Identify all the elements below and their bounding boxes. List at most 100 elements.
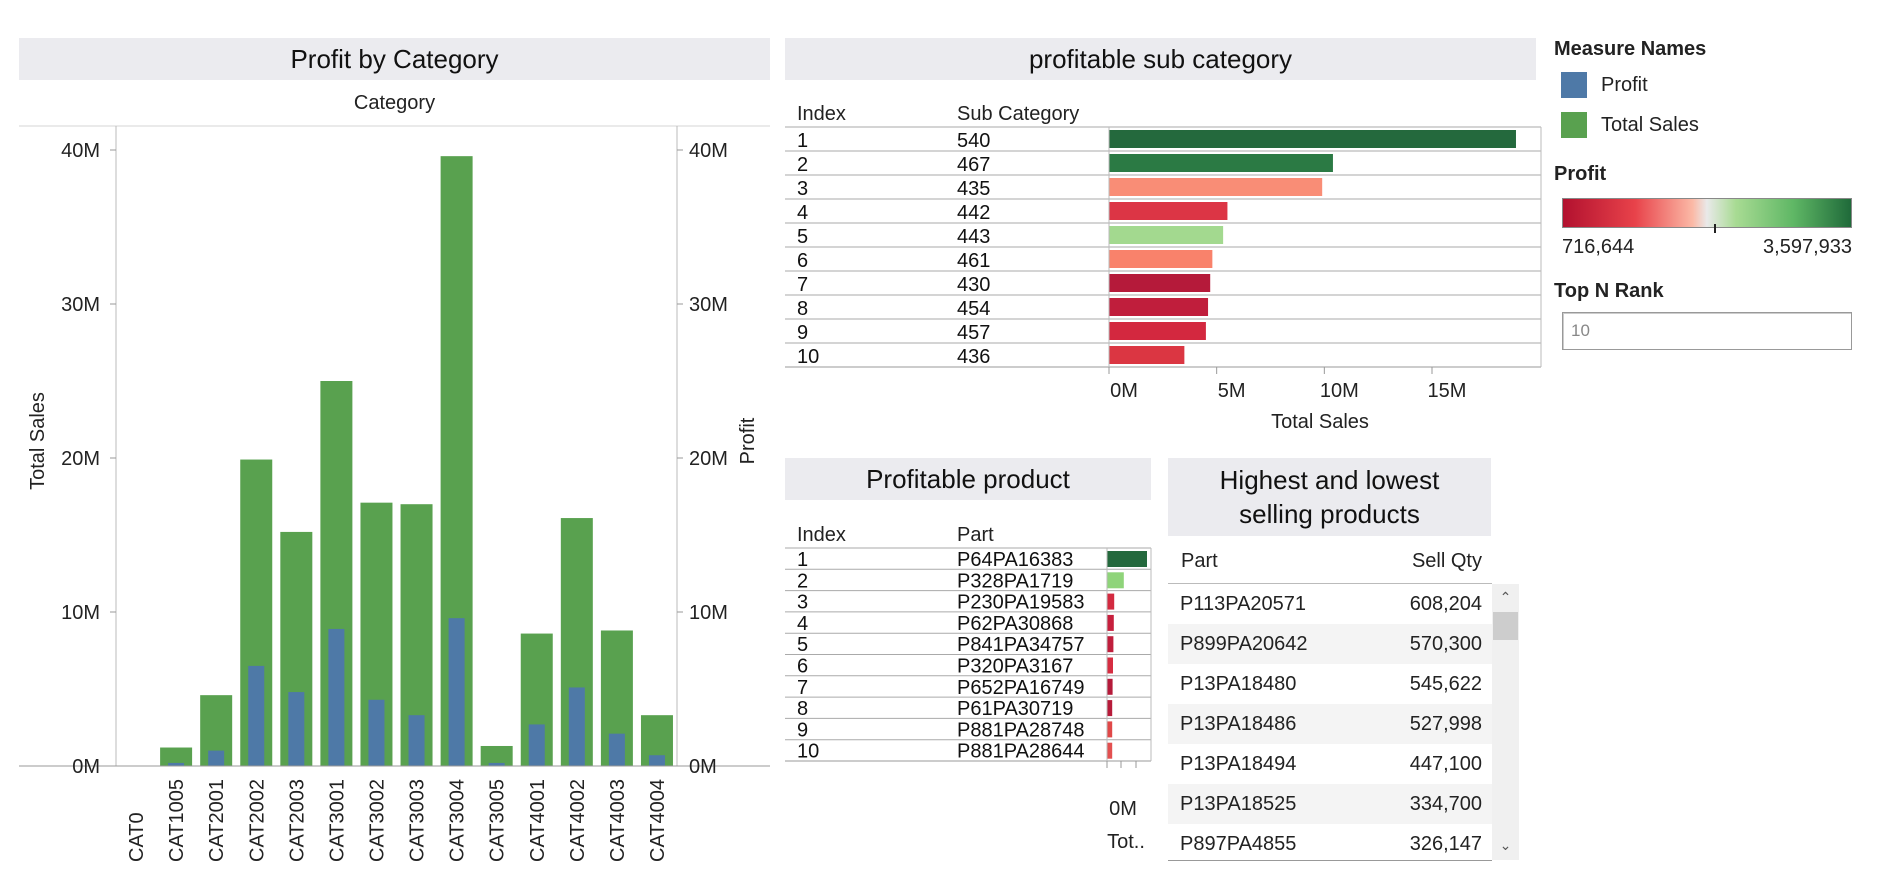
highest-lowest-selling-title: Highest and lowest selling products [1168,458,1491,536]
sub-category-bar [1109,322,1206,340]
sell-header-divider [1168,583,1492,584]
profit-max-label: 3,597,933 [1763,236,1852,258]
right-axis-title: Profit [737,417,759,464]
sell-qty-cell: 527,998 [1409,712,1482,735]
profit-bar [568,687,585,766]
profitable-product-chart: Index Part 1 P64PA16383 2 P328PA1719 3 P230PA19… [785,524,1152,853]
row-index: 6 [797,250,808,272]
profitable-sub-category-chart: Index Sub Category 1 540 2 467 3 435 4 442 5 443 6 46… [785,103,1542,433]
total-sales-swatch [1561,112,1587,138]
row-index: 9 [797,719,808,741]
left-tick-label: 20M [61,448,100,470]
legend-item-profit[interactable]: Profit [1561,72,1648,98]
sell-table-bottom-border [1168,860,1492,861]
sell-qty-cell: 570,300 [1409,632,1482,655]
profit-min-label: 716,644 [1562,236,1635,258]
category-tick-label: CAT1005 [166,779,188,862]
table-row: P13PA18480 545,622 [1168,664,1492,704]
profit-bar [488,762,505,766]
sell-qty-cell: 447,100 [1409,752,1482,775]
row-part: P841PA34757 [957,634,1085,656]
sell-qty-cell: 608,204 [1409,592,1482,615]
profit-bar [208,750,225,766]
measure-names-legend-title: Measure Names [1554,38,1707,60]
table-row: P899PA20642 570,300 [1168,624,1492,664]
right-tick-label: 10M [689,602,728,624]
category-tick-label: CAT4004 [647,779,669,862]
product-bar [1107,551,1147,567]
profit-bar [288,692,305,766]
sub-category-bar [1109,346,1185,364]
category-tick-label: CAT3004 [447,779,469,862]
row-part: P881PA28748 [957,719,1085,741]
sub-category-bar [1109,298,1209,316]
row-index: 8 [797,298,808,320]
profit-legend-title: Profit [1554,163,1607,185]
topn-rank-title: Top N Rank [1554,280,1664,302]
part-cell: P13PA18480 [1180,672,1297,695]
part-cell: P13PA18486 [1180,712,1297,735]
row-index: 7 [797,274,808,296]
sell-table-scrollbar[interactable]: ⌃ ⌄ [1492,584,1519,860]
profit-by-category-chart: CAT0 CAT1005 CAT2001 CAT2002 CAT2003 CAT3001 C… [19,125,770,862]
row-index: 6 [797,656,808,678]
category-tick-label: CAT3002 [366,779,388,862]
row-sub-category: 461 [957,250,990,272]
category-tick-label: CAT4003 [607,779,629,862]
product-bar [1107,657,1113,674]
category-tick-label: CAT0 [126,812,148,862]
sell-qty-cell: 545,622 [1409,672,1482,695]
row-index: 4 [797,202,808,224]
part-cell: P899PA20642 [1180,632,1308,655]
profit-bar [448,618,465,766]
row-index: 3 [797,592,808,614]
product-bar [1107,636,1114,653]
row-sub-category: 454 [957,298,990,320]
row-index: 4 [797,613,808,635]
category-tick-label: CAT2001 [206,779,228,862]
highest-lowest-title-line1: Highest and lowest [1219,465,1440,495]
legend-item-total-sales[interactable]: Total Sales [1561,112,1699,138]
row-sub-category: 457 [957,322,990,344]
row-sub-category: 540 [957,130,990,152]
row-sub-category: 430 [957,274,990,296]
sub-category-bar [1109,226,1224,244]
legend-item-total-sales-label: Total Sales [1601,113,1699,136]
x-tick-label: 0M [1109,798,1137,820]
row-index: 2 [797,154,808,176]
profit-bar [368,699,385,766]
row-index: 10 [797,346,819,368]
row-index: 5 [797,226,808,248]
scroll-up-icon[interactable]: ⌃ [1499,589,1512,605]
product-bar [1107,721,1113,738]
index-column-header: Index [797,103,846,125]
scrollbar-thumb[interactable] [1493,612,1518,640]
row-part: P652PA16749 [957,677,1085,699]
row-index: 8 [797,698,808,720]
row-part: P230PA19583 [957,592,1085,614]
sub-category-bar [1109,154,1333,172]
sub-category-bar [1109,178,1323,196]
category-tick-label: CAT3005 [487,779,509,862]
right-tick-label: 20M [689,448,728,470]
sell-header-qty: Sell Qty [1411,550,1482,572]
row-index: 10 [797,741,819,763]
left-tick-label: 30M [61,294,100,316]
topn-rank-input[interactable] [1562,312,1852,350]
left-axis-title: Total Sales [27,392,49,490]
profit-color-ramp [1562,198,1852,228]
sub-category-bar [1109,130,1516,148]
row-index: 2 [797,570,808,592]
scroll-down-icon[interactable]: ⌄ [1499,837,1512,853]
profit-bar [408,715,425,766]
row-sub-category: 443 [957,226,990,248]
category-column-header: Category [353,92,436,114]
row-index: 3 [797,178,808,200]
left-tick-label: 0M [72,756,100,778]
sell-qty-cell: 326,147 [1409,832,1482,855]
row-index: 5 [797,634,808,656]
profit-bar [608,733,625,766]
part-cell: P113PA20571 [1180,592,1307,615]
product-bar [1107,700,1113,717]
profitable-product-title: Profitable product [785,458,1151,500]
